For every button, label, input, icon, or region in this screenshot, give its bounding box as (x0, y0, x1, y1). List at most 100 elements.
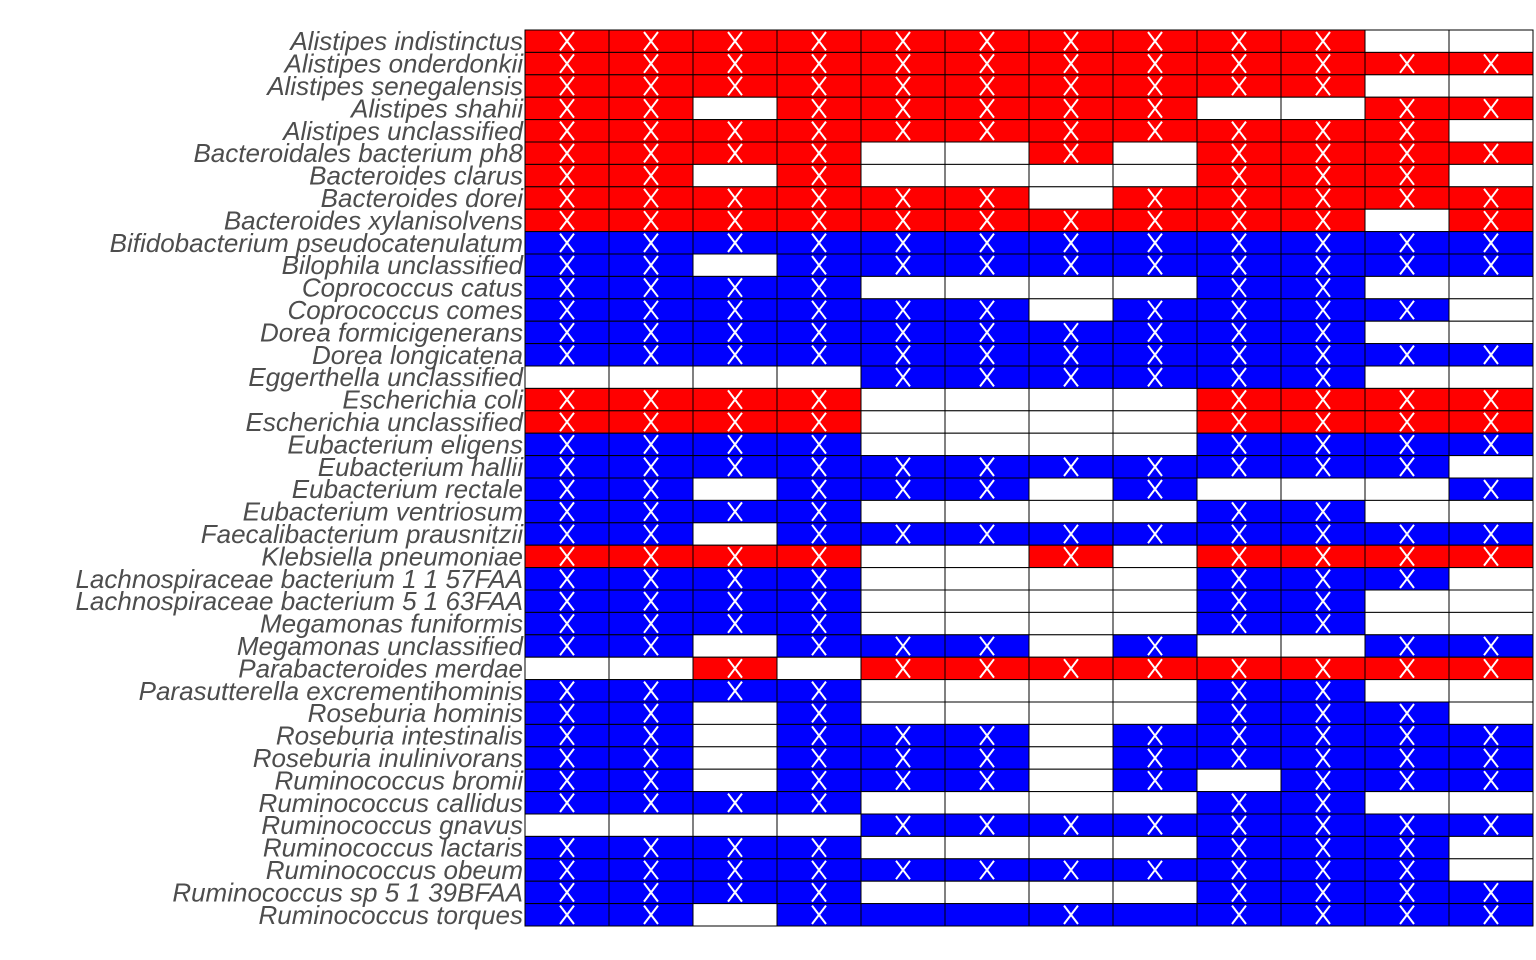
cell-x-mark (811, 143, 827, 164)
row-label: Eubacterium hallii (318, 452, 524, 482)
cell-x-mark (1483, 546, 1499, 567)
cell-x-mark (559, 76, 575, 96)
cell-x-mark (643, 725, 659, 746)
heatmap-cell (944, 544, 1030, 569)
heatmap-cell (776, 365, 862, 389)
heatmap-cell (692, 701, 778, 725)
heatmap-cell (860, 432, 946, 457)
cell-x-mark (727, 456, 743, 477)
cell-x-mark (559, 120, 575, 141)
cell-x-mark (643, 613, 659, 634)
row-label: Ruminococcus gnavus (261, 810, 523, 840)
cell-x-mark (1231, 904, 1247, 925)
heatmap-cell (1028, 387, 1114, 412)
cell-x-mark (1315, 232, 1331, 253)
cell-x-mark (1231, 232, 1247, 253)
heatmap-cell (1028, 746, 1114, 770)
cell-x-mark (979, 860, 995, 880)
heatmap-cell (1448, 567, 1534, 591)
cell-x-mark (1399, 725, 1415, 746)
heatmap-cell (1448, 455, 1534, 479)
cell-x-mark (1231, 815, 1247, 836)
row-label: Escherichia unclassified (246, 407, 525, 437)
row-label: Alistipes onderdonkii (283, 49, 525, 79)
cell-x-mark (559, 344, 575, 365)
cell-x-mark (811, 792, 827, 813)
row-label: Alistipes senegalensis (265, 71, 523, 101)
cell-x-mark (811, 568, 827, 589)
cell-x-mark (1231, 344, 1247, 365)
cell-x-mark (1147, 725, 1163, 746)
heatmap-cell (1448, 499, 1534, 524)
cell-x-mark (1399, 188, 1415, 208)
heatmap-cell (776, 813, 862, 837)
cell-x-mark (1483, 904, 1499, 925)
cell-x-mark (1399, 636, 1415, 656)
cell-x-mark (895, 725, 911, 746)
heatmap-cell (1448, 589, 1534, 613)
cell-x-mark (1315, 165, 1331, 186)
heatmap-cell (860, 611, 946, 636)
cell-x-mark (727, 300, 743, 320)
cell-x-mark (559, 389, 575, 410)
cell-x-mark (979, 748, 995, 768)
heatmap-cell (944, 701, 1030, 725)
cell-x-mark (1315, 568, 1331, 589)
cell-x-mark (811, 456, 827, 477)
cell-x-mark (1231, 568, 1247, 589)
cell-x-mark (1315, 277, 1331, 298)
cell-x-mark (979, 76, 995, 96)
cell-x-mark (643, 277, 659, 298)
heatmap-cell (1364, 74, 1450, 98)
row-label: Dorea formicigenerans (260, 317, 523, 347)
cell-x-mark (1399, 904, 1415, 925)
cell-x-mark (979, 725, 995, 746)
row-label: Klebsiella pneumoniae (261, 541, 523, 571)
row-label: Eubacterium ventriosum (243, 497, 523, 527)
cell-x-mark (811, 165, 827, 186)
cell-x-mark (643, 53, 659, 74)
cell-x-mark (1483, 232, 1499, 253)
row-label: Megamonas unclassified (237, 631, 525, 661)
cell-x-mark (1147, 456, 1163, 477)
cell-x-mark (559, 412, 575, 432)
cell-x-mark (559, 591, 575, 612)
heatmap-cell (944, 589, 1030, 613)
heatmap-cell (1028, 611, 1114, 636)
heatmap-cell (692, 477, 778, 501)
cell-x-mark (979, 456, 995, 477)
cell-x-mark (895, 456, 911, 477)
cell-x-mark (811, 31, 827, 52)
cell-x-mark (1231, 367, 1247, 388)
cell-x-mark (895, 524, 911, 544)
row-label: Bacteroides clarus (309, 161, 523, 191)
cell-x-mark (1399, 546, 1415, 567)
cell-x-mark (1231, 860, 1247, 880)
heatmap-cell (1028, 432, 1114, 457)
cell-x-mark (559, 524, 575, 544)
cell-x-mark (559, 188, 575, 208)
heatmap-cell (692, 903, 778, 927)
cell-x-mark (811, 546, 827, 567)
cell-x-mark (1399, 837, 1415, 858)
cell-x-mark (811, 53, 827, 74)
cell-x-mark (1231, 389, 1247, 410)
cell-x-mark (1315, 904, 1331, 925)
cell-x-mark (1231, 412, 1247, 432)
cell-x-mark (559, 479, 575, 500)
cell-x-mark (727, 277, 743, 298)
cell-x-mark (559, 300, 575, 320)
cell-x-mark (895, 770, 911, 791)
heatmap-cell (1028, 589, 1114, 613)
cell-x-mark (1231, 277, 1247, 298)
heatmap-cell (944, 141, 1030, 165)
cell-x-mark (895, 658, 911, 679)
cell-x-mark (895, 479, 911, 500)
cell-x-mark (811, 613, 827, 634)
cell-x-mark (1315, 725, 1331, 746)
cell-x-mark (979, 31, 995, 52)
cell-x-mark (1399, 255, 1415, 276)
heatmap-cell (1028, 791, 1114, 815)
cell-x-mark (559, 277, 575, 298)
cell-x-mark (1147, 524, 1163, 544)
